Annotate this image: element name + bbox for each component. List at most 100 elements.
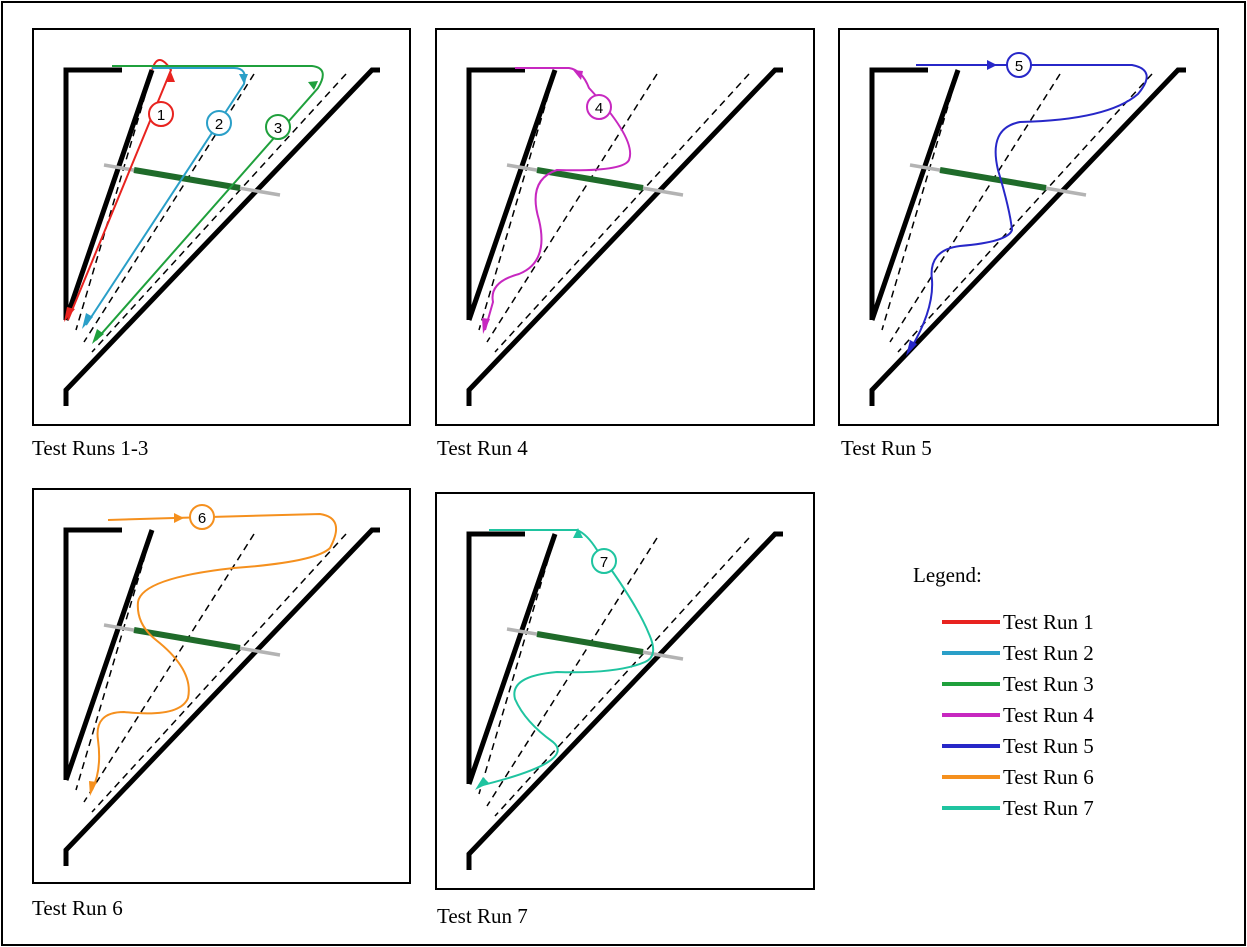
run-badge-7: 7 <box>591 548 617 574</box>
legend-item: Test Run 5 <box>942 734 1094 758</box>
channel-geometry <box>869 67 1186 406</box>
test-run-5-arrow-top <box>987 60 997 70</box>
channel-geometry <box>63 527 380 866</box>
legend-item: Test Run 4 <box>942 703 1094 727</box>
panel-diagram: 5 <box>869 52 1186 406</box>
run-badge-6: 6 <box>189 504 215 530</box>
guide-line-2 <box>889 73 1061 343</box>
legend-title: Legend: <box>913 563 982 587</box>
test-run-2-arrow-top <box>239 74 248 84</box>
run-badge-6-label: 6 <box>198 510 206 527</box>
panel-diagram: 4 <box>466 67 783 406</box>
legend-item: Test Run 6 <box>942 765 1094 789</box>
right-wall <box>63 67 380 406</box>
panel-test-run-7: 7 <box>435 492 815 890</box>
test-run-6-arrow <box>89 781 97 796</box>
right-wall <box>63 527 380 866</box>
caption-test-run-6: Test Run 6 <box>32 896 123 920</box>
test-run-4-arrow <box>482 318 490 334</box>
run-badge-5: 5 <box>1006 52 1032 78</box>
run-badge-7-label: 7 <box>600 554 608 571</box>
channel-geometry <box>466 67 783 406</box>
run-badge-2-label: 2 <box>215 116 223 133</box>
guide-line-3 <box>91 73 347 353</box>
legend-item: Test Run 7 <box>942 796 1094 820</box>
legend-swatch <box>942 806 1000 810</box>
legend-swatch <box>942 682 1000 686</box>
guide-line-1 <box>478 71 556 331</box>
legend-label: Test Run 2 <box>1003 640 1094 665</box>
legend-label: Test Run 3 <box>1003 671 1094 696</box>
legend-label: Test Run 1 <box>1003 609 1094 634</box>
legend-label: Test Run 5 <box>1003 733 1094 758</box>
run-badge-3-label: 3 <box>274 120 282 137</box>
test-run-7-path <box>478 529 655 787</box>
legend-label: Test Run 7 <box>1003 795 1094 820</box>
legend-swatch <box>942 775 1000 779</box>
test-run-3-arrow-top <box>308 81 318 90</box>
guide-line-1 <box>478 535 556 795</box>
caption-test-runs-1-3: Test Runs 1-3 <box>32 436 149 460</box>
run-badge-1: 1 <box>148 101 174 127</box>
test-run-6-path <box>91 512 338 791</box>
legend-swatch <box>942 620 1000 624</box>
panel-test-run-5: 5 <box>838 28 1219 426</box>
panel-diagram: 1 2 3 <box>63 59 380 406</box>
gate-bar <box>536 167 644 191</box>
test-run-5-arrow <box>906 340 917 356</box>
test-run-1-path <box>67 59 173 321</box>
legend-swatch <box>942 744 1000 748</box>
test-run-2-arrow <box>82 313 93 329</box>
left-wall <box>63 67 155 321</box>
legend-item: Test Run 3 <box>942 672 1094 696</box>
left-wall <box>869 67 961 321</box>
legend-item: Test Run 2 <box>942 641 1094 665</box>
channel-geometry <box>63 67 380 406</box>
run-badge-4: 4 <box>586 94 612 120</box>
legend-swatch <box>942 713 1000 717</box>
test-run-5-path <box>909 64 1148 351</box>
run-badge-5-label: 5 <box>1015 58 1023 75</box>
run-badge-4-label: 4 <box>595 100 603 117</box>
caption-test-run-5: Test Run 5 <box>841 436 932 460</box>
legend-item: Test Run 1 <box>942 610 1094 634</box>
run-badge-1-label: 1 <box>157 107 165 124</box>
guide-line-2 <box>486 73 658 343</box>
test-run-3-arrow <box>92 329 104 344</box>
gate-bar <box>133 627 241 651</box>
guide-line-2 <box>83 533 255 803</box>
test-run-4-path <box>484 67 632 331</box>
guide-line-3 <box>494 73 750 353</box>
guide-line-1 <box>881 71 959 331</box>
panel-test-run-4: 4 <box>435 28 815 426</box>
legend-label: Test Run 6 <box>1003 764 1094 789</box>
panel-test-runs-1-3: 1 2 3 <box>32 28 411 426</box>
right-wall <box>466 67 783 406</box>
test-run-4-arrow-top <box>573 70 583 80</box>
gate-bar <box>536 631 644 655</box>
panel-diagram: 6 <box>63 504 380 866</box>
channel-geometry <box>466 531 783 870</box>
test-run-3-path <box>95 65 324 341</box>
left-wall <box>466 67 558 321</box>
panel-diagram: 7 <box>466 528 783 870</box>
right-wall <box>869 67 1186 406</box>
guide-line-3 <box>494 537 750 817</box>
caption-test-run-7: Test Run 7 <box>437 904 528 928</box>
left-wall <box>466 531 558 785</box>
test-run-1-arrow <box>64 307 75 322</box>
run-badge-3: 3 <box>265 114 291 140</box>
guide-line-1 <box>75 71 153 331</box>
test-run-7-arrow-top <box>573 528 583 538</box>
right-wall <box>466 531 783 870</box>
test-run-1-arrow-top <box>167 72 175 82</box>
gate-bar <box>939 167 1047 191</box>
guide-line-3 <box>91 533 347 813</box>
guide-line-3 <box>897 73 1153 353</box>
left-wall <box>63 527 155 781</box>
test-run-7-arrow <box>475 777 489 790</box>
gate-bar <box>133 167 241 191</box>
legend-swatch <box>942 651 1000 655</box>
run-badge-2: 2 <box>206 110 232 136</box>
